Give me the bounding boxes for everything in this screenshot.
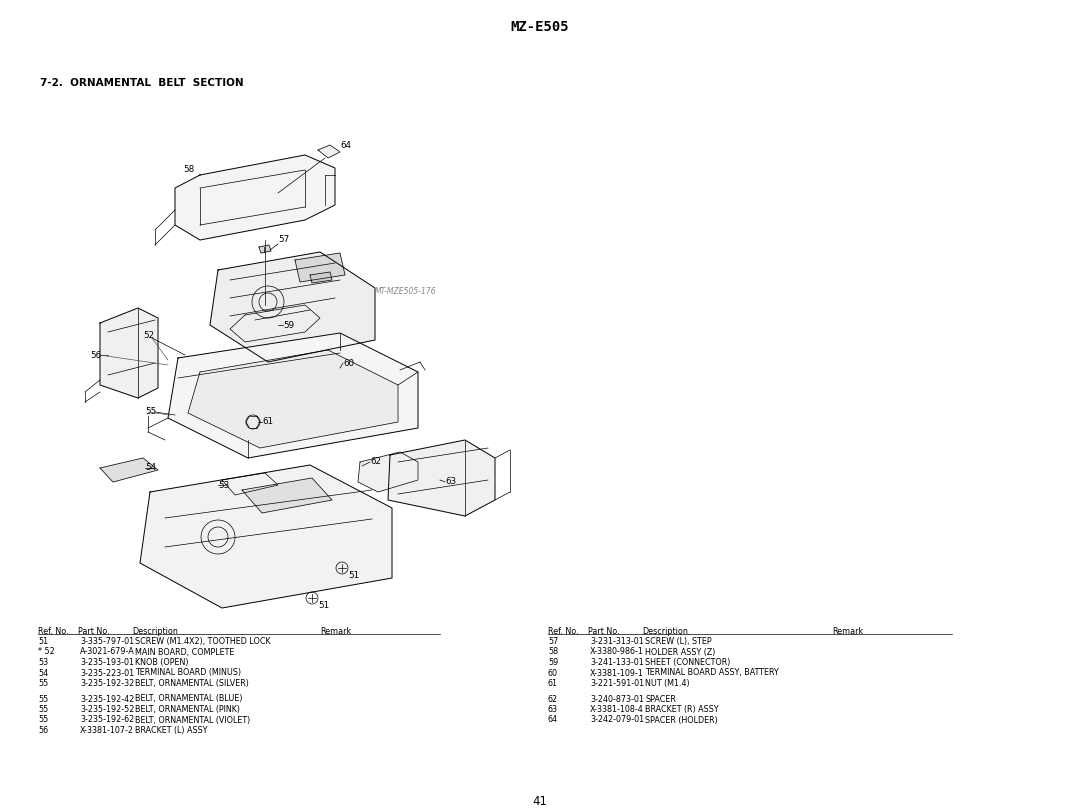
Text: HOLDER ASSY (Z): HOLDER ASSY (Z) (645, 647, 715, 656)
Text: SPACER (HOLDER): SPACER (HOLDER) (645, 715, 718, 724)
Text: SPACER: SPACER (645, 694, 676, 703)
Text: 64: 64 (340, 140, 351, 149)
Text: Part No.: Part No. (588, 628, 620, 637)
Text: 3-335-797-01: 3-335-797-01 (80, 637, 134, 646)
Text: 3-242-079-01: 3-242-079-01 (590, 715, 644, 724)
Text: 55: 55 (38, 705, 49, 714)
Polygon shape (242, 478, 332, 513)
Text: SCREW (L), STEP: SCREW (L), STEP (645, 637, 712, 646)
Text: 59: 59 (283, 320, 294, 329)
Polygon shape (188, 350, 399, 448)
Text: 3-231-313-01: 3-231-313-01 (590, 637, 644, 646)
Text: 61: 61 (548, 679, 558, 688)
Text: 63: 63 (548, 705, 558, 714)
Text: Part No.: Part No. (78, 628, 110, 637)
Text: 55: 55 (38, 679, 49, 688)
Text: 3-235-223-01: 3-235-223-01 (80, 668, 134, 677)
Text: BELT, ORNAMENTAL (SILVER): BELT, ORNAMENTAL (SILVER) (135, 679, 248, 688)
Text: BRACKET (R) ASSY: BRACKET (R) ASSY (645, 705, 718, 714)
Text: BELT, ORNAMENTAL (VIOLET): BELT, ORNAMENTAL (VIOLET) (135, 715, 251, 724)
Text: 58: 58 (183, 165, 194, 174)
Polygon shape (259, 245, 271, 253)
Polygon shape (210, 252, 375, 362)
Text: 63: 63 (445, 478, 456, 487)
Text: 3-235-192-32: 3-235-192-32 (80, 679, 134, 688)
Text: 55: 55 (145, 407, 157, 417)
Text: 55: 55 (38, 715, 49, 724)
Text: X-3381-107-2: X-3381-107-2 (80, 726, 134, 735)
Text: 54: 54 (145, 464, 157, 473)
Text: 64: 64 (548, 715, 558, 724)
Text: Remark: Remark (320, 628, 351, 637)
Text: 3-240-873-01: 3-240-873-01 (590, 694, 644, 703)
Text: 3-235-192-62: 3-235-192-62 (80, 715, 134, 724)
Text: MT-MZE505-176: MT-MZE505-176 (375, 288, 436, 297)
Polygon shape (310, 272, 332, 283)
Text: Description: Description (132, 628, 178, 637)
Text: 3-235-193-01: 3-235-193-01 (80, 658, 134, 667)
Text: 54: 54 (38, 668, 49, 677)
Text: MZ-E505: MZ-E505 (511, 20, 569, 34)
Text: 58: 58 (548, 647, 558, 656)
Text: 53: 53 (218, 480, 229, 490)
Text: 61: 61 (262, 418, 273, 427)
Text: NUT (M1.4): NUT (M1.4) (645, 679, 690, 688)
Text: 57: 57 (278, 235, 289, 244)
Text: SHEET (CONNECTOR): SHEET (CONNECTOR) (645, 658, 730, 667)
Text: 56: 56 (38, 726, 49, 735)
Text: Ref. No.: Ref. No. (548, 628, 579, 637)
Text: 7-2.  ORNAMENTAL  BELT  SECTION: 7-2. ORNAMENTAL BELT SECTION (40, 78, 244, 88)
Text: Description: Description (642, 628, 688, 637)
Text: X-3380-986-1: X-3380-986-1 (590, 647, 644, 656)
Polygon shape (100, 308, 158, 398)
Text: 56: 56 (90, 350, 102, 359)
Text: 3-241-133-01: 3-241-133-01 (590, 658, 644, 667)
Text: 53: 53 (38, 658, 49, 667)
Polygon shape (230, 305, 320, 342)
Polygon shape (318, 145, 340, 158)
Text: 51: 51 (348, 572, 360, 581)
Text: * 52: * 52 (38, 647, 55, 656)
Polygon shape (140, 465, 392, 608)
Polygon shape (295, 253, 345, 282)
Text: X-3381-108-4: X-3381-108-4 (590, 705, 644, 714)
Polygon shape (222, 473, 278, 495)
Text: X-3381-109-1: X-3381-109-1 (590, 668, 644, 677)
Text: 41: 41 (532, 795, 548, 808)
Text: 3-221-591-01: 3-221-591-01 (590, 679, 644, 688)
Text: 51: 51 (318, 602, 329, 611)
Text: TERMINAL BOARD (MINUS): TERMINAL BOARD (MINUS) (135, 668, 241, 677)
Polygon shape (168, 333, 418, 458)
Text: SCREW (M1.4X2), TOOTHED LOCK: SCREW (M1.4X2), TOOTHED LOCK (135, 637, 271, 646)
Text: BELT, ORNAMENTAL (PINK): BELT, ORNAMENTAL (PINK) (135, 705, 240, 714)
Text: 52: 52 (143, 331, 154, 340)
Polygon shape (100, 458, 158, 482)
Text: 62: 62 (370, 457, 381, 466)
Text: MAIN BOARD, COMPLETE: MAIN BOARD, COMPLETE (135, 647, 234, 656)
Text: 59: 59 (548, 658, 558, 667)
Polygon shape (357, 452, 418, 492)
Text: A-3021-679-A: A-3021-679-A (80, 647, 135, 656)
Text: 51: 51 (38, 637, 49, 646)
Text: 60: 60 (548, 668, 558, 677)
Text: BELT, ORNAMENTAL (BLUE): BELT, ORNAMENTAL (BLUE) (135, 694, 243, 703)
Text: 62: 62 (548, 694, 558, 703)
Text: 55: 55 (38, 694, 49, 703)
Polygon shape (388, 440, 495, 516)
Text: BRACKET (L) ASSY: BRACKET (L) ASSY (135, 726, 207, 735)
Text: 3-235-192-52: 3-235-192-52 (80, 705, 134, 714)
Text: Remark: Remark (832, 628, 863, 637)
Text: 57: 57 (548, 637, 558, 646)
Text: TERMINAL BOARD ASSY, BATTERY: TERMINAL BOARD ASSY, BATTERY (645, 668, 779, 677)
Polygon shape (175, 155, 335, 240)
Text: Ref. No.: Ref. No. (38, 628, 69, 637)
Text: 3-235-192-42: 3-235-192-42 (80, 694, 134, 703)
Text: KNOB (OPEN): KNOB (OPEN) (135, 658, 189, 667)
Text: 60: 60 (343, 358, 354, 367)
